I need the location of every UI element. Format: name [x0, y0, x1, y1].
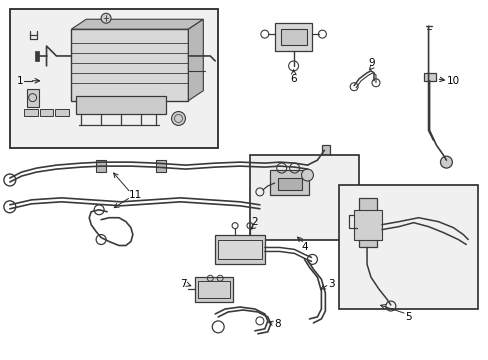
Bar — [269, 170, 309, 195]
Text: 10: 10 — [446, 76, 459, 86]
Text: 11: 11 — [129, 190, 142, 200]
Circle shape — [171, 112, 185, 125]
Bar — [40, 109, 53, 117]
Bar — [155, 160, 165, 172]
Bar — [277, 178, 301, 190]
Text: 7: 7 — [180, 279, 186, 289]
Bar — [274, 23, 312, 51]
Text: 4: 4 — [301, 243, 307, 252]
Bar — [10, 9, 218, 148]
Bar — [198, 281, 230, 298]
Bar — [423, 73, 435, 81]
Circle shape — [301, 169, 313, 181]
Text: 2: 2 — [251, 217, 258, 227]
Bar — [215, 235, 264, 264]
Circle shape — [101, 13, 111, 23]
Bar — [35, 51, 39, 61]
Text: 1: 1 — [17, 76, 23, 86]
Bar — [96, 160, 106, 172]
Bar — [71, 29, 188, 100]
Bar — [195, 277, 233, 302]
Bar — [322, 145, 330, 159]
Bar — [339, 185, 477, 309]
Bar — [218, 239, 262, 260]
Text: 8: 8 — [274, 319, 281, 329]
Bar — [353, 210, 381, 239]
Text: 3: 3 — [327, 279, 334, 289]
Polygon shape — [188, 19, 203, 100]
Bar — [55, 109, 69, 117]
Bar — [27, 89, 39, 107]
Text: 6: 6 — [290, 74, 296, 84]
Bar — [76, 96, 165, 113]
Bar — [24, 109, 38, 117]
Text: 5: 5 — [405, 312, 411, 322]
Bar — [358, 198, 376, 247]
Circle shape — [440, 156, 451, 168]
Polygon shape — [71, 19, 203, 29]
Bar — [280, 29, 306, 45]
Bar — [249, 155, 358, 239]
Text: 9: 9 — [368, 58, 375, 68]
